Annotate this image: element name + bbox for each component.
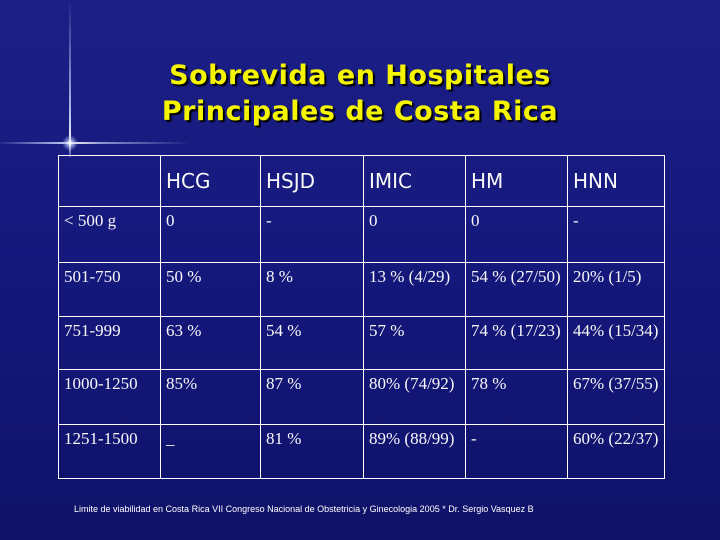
footer-citation: Limite de viabilidad en Costa Rica VII C… (74, 504, 534, 514)
table-row: 751-999 63 % 54 % 57 % 74 % (17/23) 44% … (58, 316, 665, 370)
header-cell-hcg: HCG (160, 155, 261, 207)
table-row: 1251-1500 _ 81 % 89% (88/99) - 60% (22/3… (58, 424, 665, 479)
title-line-1: Sobrevida en Hospitales (169, 60, 551, 91)
table-cell: 8 % (260, 262, 364, 317)
table-cell: 63 % (160, 316, 261, 370)
table-cell: 54 % (260, 316, 364, 370)
table-row: 1000-1250 85% 87 % 80% (74/92) 78 % 67% … (58, 369, 665, 425)
row-label-cell: 751-999 (58, 316, 161, 370)
table-cell: 13 % (4/29) (363, 262, 466, 317)
header-cell-hnn: HNN (567, 155, 665, 207)
table-cell: 78 % (465, 369, 568, 425)
decorative-horizontal-line (0, 142, 190, 144)
table-cell: 80% (74/92) (363, 369, 466, 425)
table-cell: 0 (465, 206, 568, 263)
table-cell: _ (160, 424, 261, 479)
table-cell: 54 % (27/50) (465, 262, 568, 317)
table-cell: 0 (160, 206, 261, 263)
table-cell: 60% (22/37) (567, 424, 665, 479)
header-cell-empty (58, 155, 161, 207)
table-cell: 0 (363, 206, 466, 263)
header-cell-hm: HM (465, 155, 568, 207)
table-cell: 74 % (17/23) (465, 316, 568, 370)
table-row: 501-750 50 % 8 % 13 % (4/29) 54 % (27/50… (58, 262, 665, 317)
header-cell-imic: IMIC (363, 155, 466, 207)
row-label-cell: 1251-1500 (58, 424, 161, 479)
table-cell: 85% (160, 369, 261, 425)
table-row: < 500 g 0 - 0 0 - (58, 206, 665, 263)
table-cell: - (465, 424, 568, 479)
table-cell: - (567, 206, 665, 263)
decorative-vertical-line (69, 0, 71, 158)
header-cell-hsjd: HSJD (260, 155, 364, 207)
table-cell: 81 % (260, 424, 364, 479)
page-title: Sobrevida en Hospitales Principales de C… (100, 58, 620, 130)
survival-table: HCG HSJD IMIC HM HNN < 500 g 0 - 0 0 - 5… (58, 155, 665, 479)
decorative-star-glow (62, 135, 78, 151)
table-cell: 89% (88/99) (363, 424, 466, 479)
table-cell: 50 % (160, 262, 261, 317)
row-label-cell: < 500 g (58, 206, 161, 263)
table-cell: 20% (1/5) (567, 262, 665, 317)
table-cell: 44% (15/34) (567, 316, 665, 370)
table-cell: 57 % (363, 316, 466, 370)
table-cell: 67% (37/55) (567, 369, 665, 425)
title-line-2: Principales de Costa Rica (161, 96, 559, 127)
table-header-row: HCG HSJD IMIC HM HNN (58, 155, 665, 207)
table-cell: - (260, 206, 364, 263)
row-label-cell: 1000-1250 (58, 369, 161, 425)
row-label-cell: 501-750 (58, 262, 161, 317)
table-cell: 87 % (260, 369, 364, 425)
